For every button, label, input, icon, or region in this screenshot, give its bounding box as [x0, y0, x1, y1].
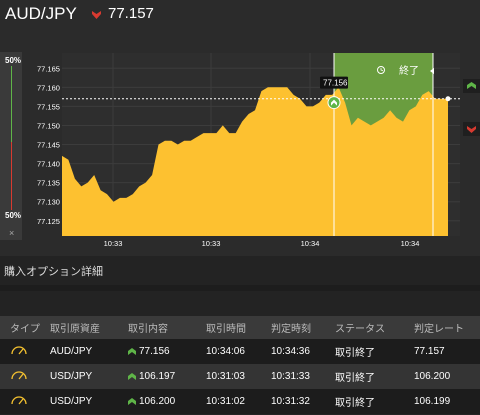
clock-icon: [377, 66, 385, 74]
table-header-row: タイプ 取引原資産 取引内容 取引時間 判定時刻 ステータス 判定レート: [0, 316, 480, 339]
y-tick-label: 77.145: [37, 141, 60, 150]
asset-cell: USD/JPY: [50, 389, 128, 414]
expiry-header: 終了: [377, 64, 434, 77]
gauge-icon: [11, 371, 27, 380]
current-rate: 77.157: [108, 5, 154, 22]
x-axis-ticks: 10:33 10:33 10:34 10:34: [104, 239, 420, 248]
pair-title: AUD/JPY: [5, 4, 77, 23]
y-tick-label: 77.165: [37, 64, 60, 73]
status-cell: 取引終了: [335, 364, 414, 389]
judge-cell: 10:31:32: [271, 389, 335, 414]
price-chart[interactable]: 77.165 77.160 77.155 77.150 77.145 77.140 77.1…: [0, 0, 480, 260]
y-tick-label: 77.150: [37, 121, 60, 130]
col-time: 取引時間: [206, 316, 271, 339]
type-cell: [0, 389, 50, 414]
content-cell: 77.156: [128, 339, 206, 364]
rate-cell: 106.199: [414, 389, 480, 414]
asset-cell: AUD/JPY: [50, 339, 128, 364]
down-arrow-icon: [467, 126, 476, 133]
time-cell: 10:31:03: [206, 364, 271, 389]
y-tick-label: 77.125: [37, 217, 60, 226]
time-cell: 10:31:02: [206, 389, 271, 414]
type-cell: [0, 364, 50, 389]
up-arrow-icon: [331, 99, 337, 106]
put-side-button[interactable]: [463, 122, 480, 136]
entry-marker-box: [320, 76, 348, 89]
content-cell: 106.200: [128, 389, 206, 414]
content-value: 77.156: [139, 346, 170, 357]
up-arrow-icon: [467, 82, 476, 89]
x-tick-label: 10:33: [202, 239, 221, 248]
call-side-button[interactable]: [463, 79, 480, 93]
section-title: 購入オプション詳細: [4, 266, 103, 278]
col-status: ステータス: [335, 316, 414, 339]
gauge-down-bar: [11, 142, 12, 210]
y-tick-label: 77.160: [37, 83, 60, 92]
gauge-top-label: 50%: [5, 56, 22, 65]
content-cell: 106.197: [128, 364, 206, 389]
table-row[interactable]: USD/JPY 106.200 10:31:02 10:31:32 取引終了 1…: [0, 389, 480, 414]
judge-cell: 10:31:33: [271, 364, 335, 389]
table-row[interactable]: AUD/JPY 77.156 10:34:06 10:34:36 取引終了 77…: [0, 339, 480, 364]
top-bar: AUD/JPY 77.157: [0, 0, 480, 44]
type-cell: [0, 339, 50, 364]
y-tick-label: 77.155: [37, 102, 60, 111]
gauge-icon: [11, 346, 27, 355]
gauge-up-bar: [11, 66, 12, 142]
asset-cell: USD/JPY: [50, 364, 128, 389]
status-cell: 取引終了: [335, 389, 414, 414]
col-rate: 判定レート: [414, 316, 480, 339]
rate-cell: 77.157: [414, 339, 480, 364]
up-arrow-icon: [128, 397, 136, 405]
gauge-bottom-label: 50%: [5, 211, 22, 220]
status-cell: 取引終了: [335, 339, 414, 364]
entry-marker-label: 77.156: [323, 79, 348, 88]
x-tick-label: 10:34: [401, 239, 420, 248]
gauge-close-button[interactable]: ×: [9, 228, 15, 238]
col-type: タイプ: [0, 316, 50, 339]
expiry-label: 終了: [399, 64, 419, 77]
y-tick-label: 77.135: [37, 179, 60, 188]
content-value: 106.197: [139, 371, 176, 382]
table-row[interactable]: USD/JPY 106.197 10:31:03 10:31:33 取引終了 1…: [0, 364, 480, 389]
y-tick-label: 77.130: [37, 198, 60, 207]
col-judge: 判定時刻: [271, 316, 335, 339]
options-table: タイプ 取引原資産 取引内容 取引時間 判定時刻 ステータス 判定レート AUD…: [0, 316, 480, 414]
collapse-icon: [430, 68, 434, 74]
judge-cell: 10:34:36: [271, 339, 335, 364]
section-divider: [0, 285, 480, 291]
x-tick-label: 10:34: [301, 239, 320, 248]
gauge-icon: [11, 396, 27, 405]
x-tick-label: 10:33: [104, 239, 123, 248]
col-asset: 取引原資産: [50, 316, 128, 339]
current-price-dot: [445, 96, 451, 102]
up-arrow-icon: [128, 372, 136, 380]
down-arrow-icon: [92, 11, 101, 19]
entry-marker: 77.156: [320, 76, 348, 110]
y-tick-label: 77.140: [37, 160, 60, 169]
up-arrow-icon: [128, 347, 136, 355]
price-area: [62, 87, 448, 236]
col-content: 取引内容: [128, 316, 206, 339]
y-axis-ticks: 77.165 77.160 77.155 77.150 77.145 77.140 77.1…: [37, 64, 60, 226]
time-cell: 10:34:06: [206, 339, 271, 364]
rate-cell: 106.200: [414, 364, 480, 389]
content-value: 106.200: [139, 396, 176, 407]
